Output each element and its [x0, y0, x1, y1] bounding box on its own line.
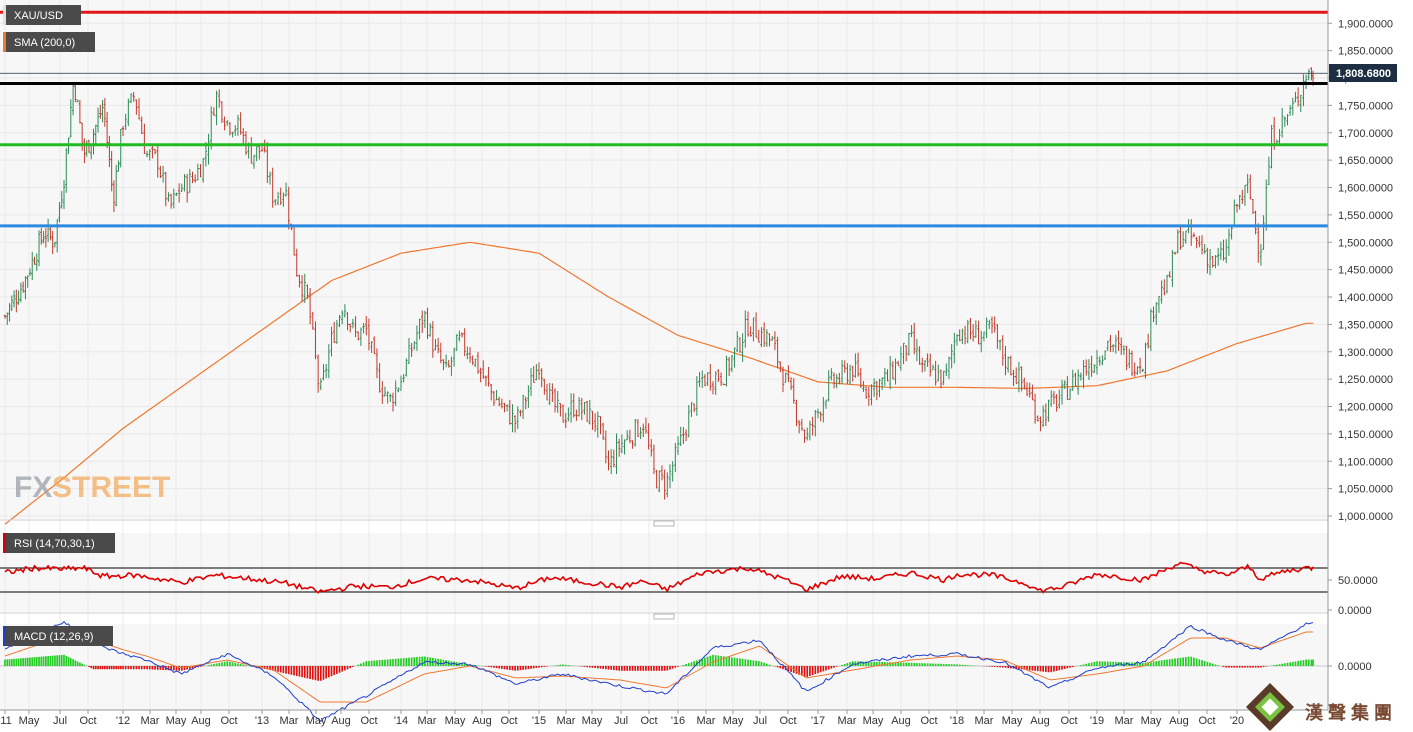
sma-label-accent — [3, 32, 6, 52]
x-tick-label: Oct — [1198, 715, 1215, 727]
horizontal-levels — [0, 10, 1328, 228]
y-tick-label: 1,150.0000 — [1338, 429, 1393, 441]
x-tick-label: May — [166, 715, 187, 727]
macd-group — [0, 620, 1328, 723]
x-axis-ticks: '11 May Jul Oct '12 Mar May Aug Oct '13 Mar May Aug O… — [0, 710, 1244, 727]
x-tick-label: Mar — [418, 715, 437, 727]
x-tick-label: Mar — [697, 715, 716, 727]
x-tick-label: Mar — [557, 715, 576, 727]
x-tick-label: Oct — [1060, 715, 1077, 727]
y-tick-label: 1,550.0000 — [1338, 210, 1393, 222]
corner-logo-core — [1261, 698, 1279, 716]
rsi-line — [4, 561, 1314, 594]
x-tick-label: '12 — [116, 715, 130, 727]
y-tick-label: 1,700.0000 — [1338, 128, 1393, 140]
symbol-label-box[interactable] — [3, 5, 81, 25]
y-tick-label: 1,050.0000 — [1338, 484, 1393, 496]
x-tick-label: Oct — [220, 715, 237, 727]
x-tick-label: Aug — [891, 715, 911, 727]
x-tick-label: '13 — [255, 715, 269, 727]
x-tick-label: May — [863, 715, 884, 727]
x-tick-label: May — [19, 715, 40, 727]
y-tick-label: 1,200.0000 — [1338, 402, 1393, 414]
y-tick-label: 1,850.0000 — [1338, 46, 1393, 58]
sma-line — [4, 241, 1313, 525]
macd-label-box[interactable] — [3, 626, 113, 646]
y-tick-label: 1,600.0000 — [1338, 183, 1393, 195]
x-tick-label: Jul — [614, 715, 628, 727]
x-tick-label: May — [723, 715, 744, 727]
x-tick-label: Oct — [920, 715, 937, 727]
y-tick-label: 1,350.0000 — [1338, 319, 1393, 331]
y-tick-label: 1,900.0000 — [1338, 18, 1393, 30]
rsi-group — [0, 561, 1328, 594]
macd-label: MACD (12,26,9) — [14, 631, 93, 643]
x-tick-label: May — [582, 715, 603, 727]
x-tick-label: May — [445, 715, 466, 727]
macd-label-accent — [3, 626, 6, 646]
corner-logo: 漢 聲 集 團 — [1246, 683, 1392, 731]
x-tick-label: Mar — [838, 715, 857, 727]
y-axis-ticks: 1,000.0000 1,050.0000 1,100.0000 1,150.0000… — [1328, 18, 1393, 673]
x-tick-label: Oct — [640, 715, 657, 727]
x-tick-label: Oct — [360, 715, 377, 727]
x-tick-label: May — [1002, 715, 1023, 727]
x-tick-label: Oct — [500, 715, 517, 727]
y-tick-label: 1,500.0000 — [1338, 237, 1393, 249]
y-tick-label: 1,300.0000 — [1338, 347, 1393, 359]
x-tick-label: Aug — [331, 715, 351, 727]
y-tick-label: 1,450.0000 — [1338, 265, 1393, 277]
sma-label-box[interactable] — [3, 32, 95, 52]
x-tick-label: Jul — [753, 715, 767, 727]
sma-label: SMA (200,0) — [14, 37, 75, 49]
x-tick-label: Oct — [79, 715, 96, 727]
rsi-y-tick-label: 50.0000 — [1338, 575, 1378, 587]
x-tick-label: May — [306, 715, 327, 727]
x-tick-label: Aug — [1169, 715, 1189, 727]
x-tick-label: '15 — [532, 715, 546, 727]
macd-y-tick-label: 0.0000 — [1338, 661, 1372, 673]
y-tick-label: 1,750.0000 — [1338, 100, 1393, 112]
rsi-plot-area[interactable] — [0, 533, 1328, 612]
macd-line — [4, 620, 1314, 723]
x-tick-label: Jul — [53, 715, 67, 727]
last-price-badge — [1329, 64, 1397, 82]
x-tick-label: '18 — [950, 715, 964, 727]
x-tick-label: Mar — [975, 715, 994, 727]
x-tick-label: '19 — [1090, 715, 1104, 727]
y-tick-label: 1,650.0000 — [1338, 155, 1393, 167]
x-tick-label: May — [1141, 715, 1162, 727]
y-tick-label: 1,100.0000 — [1338, 456, 1393, 468]
x-tick-label: Mar — [1115, 715, 1134, 727]
y-tick-label: 1,400.0000 — [1338, 292, 1393, 304]
rsi-label-box[interactable] — [3, 533, 115, 553]
symbol-label: XAU/USD — [14, 10, 63, 22]
main-plot-area[interactable] — [0, 0, 1328, 519]
x-tick-label: Aug — [472, 715, 492, 727]
x-tick-label: '20 — [1230, 715, 1244, 727]
y-tick-label: 1,000.0000 — [1338, 511, 1393, 523]
rsi-label: RSI (14,70,30,1) — [14, 538, 95, 550]
x-tick-label: Oct — [779, 715, 796, 727]
x-tick-label: '16 — [671, 715, 685, 727]
resize-handle-main[interactable] — [653, 520, 675, 527]
rsi-label-accent — [3, 533, 6, 553]
resize-handle-rsi[interactable] — [653, 613, 675, 620]
rsi-y-tick-label: 0.0000 — [1338, 605, 1372, 617]
symbol-label-accent — [3, 5, 6, 25]
x-tick-label: Mar — [141, 715, 160, 727]
x-tick-label: Mar — [280, 715, 299, 727]
x-tick-label: '17 — [811, 715, 825, 727]
fxstreet-watermark-street: STREET — [52, 471, 170, 504]
x-tick-label: '14 — [394, 715, 408, 727]
fxstreet-watermark-fx: FX — [14, 471, 52, 504]
sma-line-group — [4, 241, 1313, 525]
x-tick-label: Aug — [1030, 715, 1050, 727]
y-tick-label: 1,250.0000 — [1338, 374, 1393, 386]
last-price-value: 1,808.6800 — [1336, 68, 1391, 80]
corner-logo-text: 漢 聲 集 團 — [1305, 702, 1392, 723]
x-tick-label: '11 — [0, 715, 12, 727]
x-tick-label: Aug — [191, 715, 211, 727]
